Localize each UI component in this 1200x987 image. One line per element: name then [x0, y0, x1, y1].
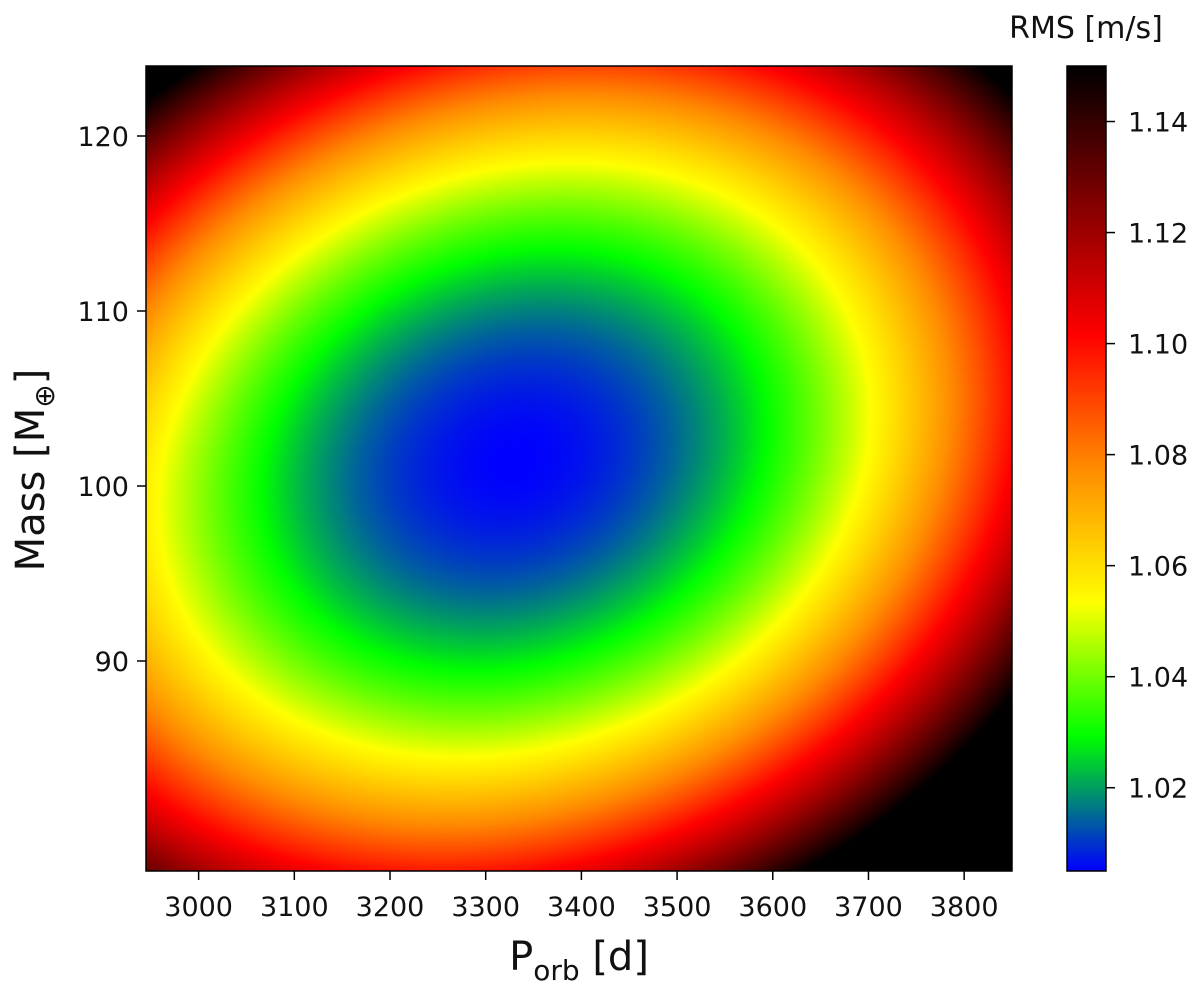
y-axis-label-main: Mass [M — [8, 408, 54, 572]
x-axis-label-subscript: orb — [533, 954, 579, 983]
x-axis-label-main: P — [509, 934, 533, 980]
colorbar-tick-label: 1.12 — [1128, 219, 1188, 250]
colorbar-label: RMS [m/s] — [1009, 11, 1163, 46]
x-tick-label: 3200 — [356, 892, 425, 923]
y-tick-label: 100 — [77, 472, 129, 503]
x-axis-label: Porb [d] — [509, 934, 649, 983]
y-tick-label: 90 — [95, 647, 129, 678]
x-tick-label: 3600 — [738, 892, 807, 923]
y-axis-label-subscript: ⊕ — [28, 384, 61, 407]
x-axis-label-unit: [d] — [592, 934, 649, 980]
colorbar-tick-label: 1.06 — [1128, 552, 1188, 583]
plot-frame — [145, 65, 1013, 872]
x-tick-label: 3800 — [930, 892, 999, 923]
colorbar: 1.02 1.04 1.06 1.08 1.10 1.12 1.14 RMS [m/s] — [1009, 11, 1188, 872]
y-axis: 90 100 110 120 — [77, 122, 146, 678]
heatmap-canvas — [146, 66, 1012, 871]
x-tick-label: 3300 — [451, 892, 520, 923]
x-tick-label: 3000 — [164, 892, 233, 923]
x-tick-label: 3100 — [260, 892, 329, 923]
colorbar-tick-label: 1.04 — [1128, 663, 1188, 694]
plot-area — [145, 65, 1013, 872]
x-axis-label-space — [580, 934, 593, 980]
colorbar-gradient — [1067, 66, 1106, 871]
x-tick-label: 3500 — [643, 892, 712, 923]
colorbar-frame — [1066, 65, 1107, 872]
x-axis: 3000 3100 3200 3300 3400 3500 3600 3700 3800 — [164, 871, 999, 923]
y-axis-label-close: ] — [8, 369, 54, 385]
colorbar-ticks: 1.02 1.04 1.06 1.08 1.10 1.12 1.14 — [1106, 108, 1188, 805]
x-tick-label: 3400 — [547, 892, 616, 923]
colorbar-tick-label: 1.08 — [1128, 441, 1188, 472]
x-tick-label: 3700 — [834, 892, 903, 923]
colorbar-tick-label: 1.02 — [1128, 774, 1188, 805]
colorbar-tick-label: 1.14 — [1128, 108, 1188, 139]
y-tick-label: 110 — [77, 297, 129, 328]
heatmap-surface — [146, 66, 1012, 871]
heatmap-foreign — [146, 66, 1012, 871]
y-axis-label: Mass [M⊕] — [8, 369, 61, 572]
colorbar-foreign — [1067, 66, 1106, 871]
y-tick-label: 120 — [77, 122, 129, 153]
colorbar-tick-label: 1.10 — [1128, 330, 1188, 361]
